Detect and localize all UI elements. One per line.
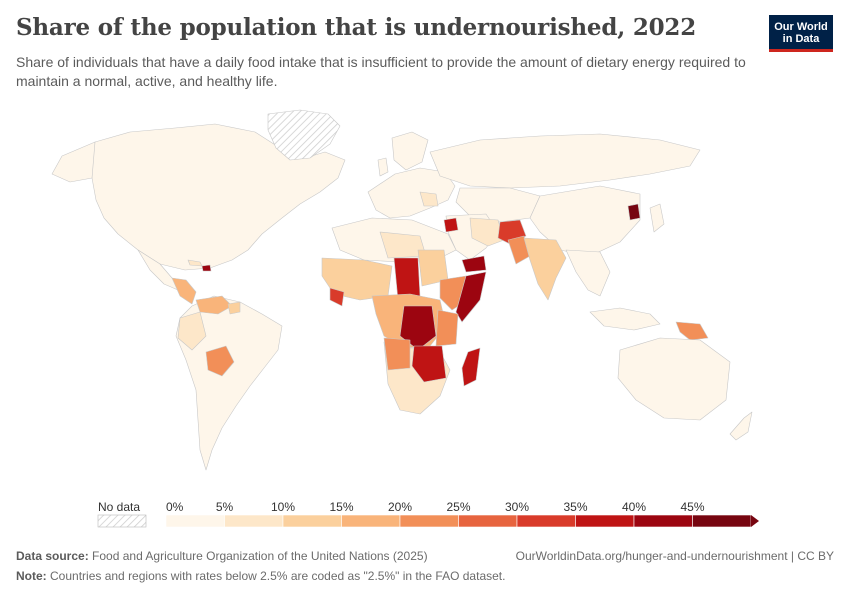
country-guyana [227,301,241,315]
country-syria [443,217,459,233]
country-zambia-mozambique [411,345,447,383]
country-somalia [455,271,487,323]
legend-bin[interactable] [165,514,225,528]
legend-bin[interactable] [224,514,284,528]
world-map-svg [51,109,753,471]
country-yemen [461,255,487,273]
region-north-america [89,123,346,271]
world-map[interactable] [0,100,850,495]
legend-no-data-label: No data [98,500,140,514]
region-caribbean [187,259,203,267]
owid-logo[interactable]: Our World in Data [769,15,833,52]
legend-tick-label: 45% [680,500,704,514]
country-mongolia-china [529,185,641,257]
legend-bin[interactable] [282,514,342,528]
country-alaska-ext [51,141,96,183]
source-url[interactable]: OurWorldinData.org/hunger-and-undernouri… [515,549,834,563]
footer-note-row: Note: Countries and regions with rates b… [16,569,834,583]
country-kenya-tanzania [435,309,459,347]
legend-bin[interactable] [399,514,459,528]
region-se-asia [565,249,611,297]
region-central-america [171,277,197,305]
legend-tick-label: 15% [329,500,353,514]
country-madagascar [461,347,481,387]
country-japan [649,203,665,233]
country-india [523,237,567,301]
legend-bin[interactable] [633,514,693,528]
country-iran [469,217,505,247]
country-australia [617,337,731,421]
note-text: Countries and regions with rates below 2… [50,569,506,583]
country-greenland [267,109,341,161]
region-indonesia [589,307,661,331]
country-new-zealand [729,411,753,441]
legend-bin[interactable] [341,514,401,528]
legend-bin[interactable] [692,514,752,528]
country-liberia-sierra-leone [329,287,345,307]
region-scandinavia [391,131,429,171]
legend-tick-label: 40% [622,500,646,514]
legend-bin[interactable] [516,514,576,528]
footer-source-row: Data source: Food and Agriculture Organi… [16,549,834,563]
legend-arrow [751,515,759,527]
country-dr-congo [399,305,437,351]
legend-no-data-swatch [97,514,147,528]
note-label: Note: [16,569,47,583]
color-legend: No data 0% 5% 10% 15% 20% 25% 30% 35% 40% 45% [0,498,850,534]
legend-bins [165,514,759,528]
country-bolivia [205,345,235,377]
legend-tick-label: 5% [216,500,234,514]
country-papua-new-guinea [675,321,709,341]
country-venezuela [195,295,233,315]
country-north-korea [627,203,641,221]
region-central-asia [455,187,541,223]
chart-title: Share of the population that is undernou… [16,14,697,41]
region-balkans [419,191,439,207]
logo-line-1: Our World [774,21,828,33]
legend-tick-label: 25% [446,500,470,514]
legend-svg: No data 0% 5% 10% 15% 20% 25% 30% 35% 40% 45% [97,500,759,528]
legend-tick-label: 20% [388,500,412,514]
country-russia [429,133,701,189]
legend-ticks: 0% 5% 10% 15% 20% 25% 30% 35% 40% 45% [166,500,705,514]
source-text: Food and Agriculture Organization of the… [92,549,428,563]
legend-bin[interactable] [575,514,635,528]
logo-line-2: in Data [782,33,820,45]
legend-tick-label: 35% [563,500,587,514]
legend-tick-label: 10% [271,500,295,514]
country-angola [383,337,411,371]
chart-subtitle: Share of individuals that have a daily f… [16,54,746,89]
legend-bin[interactable] [458,514,518,528]
region-uk [377,157,389,177]
country-haiti [201,264,212,272]
legend-tick-label: 0% [166,500,184,514]
legend-tick-label: 30% [505,500,529,514]
country-chad [393,257,421,301]
country-colombia-peru [177,311,207,351]
source-label: Data source: [16,549,89,563]
